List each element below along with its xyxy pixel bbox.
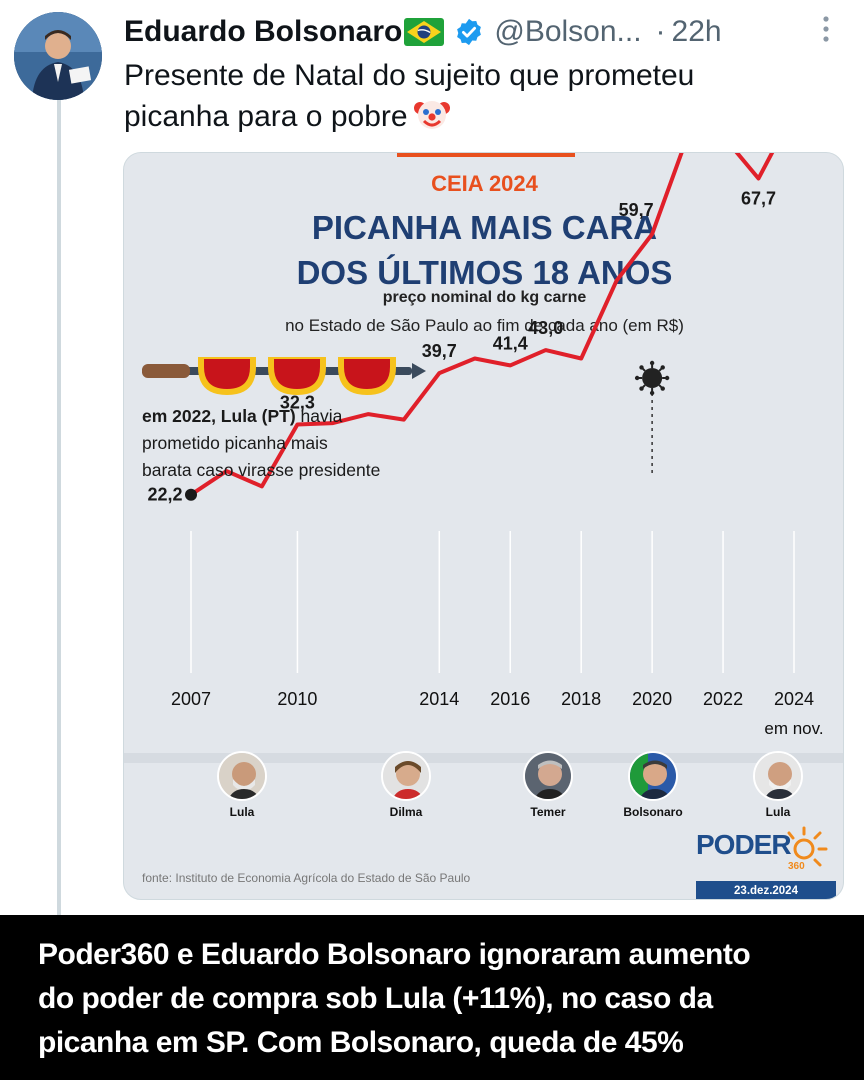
poder360-sun-icon: 360 <box>784 823 832 872</box>
tweet-text-line-2: picanha para o pobre <box>124 100 408 133</box>
headline-line-2: DOS ÚLTIMOS 18 ANOS <box>296 254 673 291</box>
date-tag: 23.dez.2024 <box>696 881 836 899</box>
x-tick-label: 2016 <box>490 689 530 709</box>
president-band <box>124 753 843 763</box>
source-note: fonte: Instituto de Economia Agrícola do… <box>142 871 471 885</box>
president-lula-2: Lula <box>738 751 818 819</box>
president-bolsonaro: Bolsonaro <box>613 751 693 819</box>
handle[interactable]: @Bolson... <box>494 15 642 48</box>
portrait-icon <box>381 751 431 801</box>
separator-dot: · <box>655 15 666 48</box>
data-label: 67,7 <box>741 188 776 208</box>
more-vertical-icon[interactable] <box>816 12 836 46</box>
avatar[interactable] <box>14 12 102 100</box>
headline-line-1: PICANHA MAIS CARA <box>311 209 658 246</box>
price-line-chart: 22,232,339,741,443,059,773,867,777,4 200… <box>142 153 824 738</box>
x-tick-label: 2020 <box>632 689 672 709</box>
caption-banner: Poder360 e Eduardo Bolsonaro ignoraram a… <box>0 915 864 1080</box>
infographic-headline: PICANHA MAIS CARA DOS ÚLTIMOS 18 ANOS <box>124 205 843 295</box>
data-label: 43,0 <box>528 318 563 338</box>
president-name: Temer <box>530 805 566 819</box>
president-dilma: Dilma <box>366 751 446 819</box>
thread-line <box>57 100 61 915</box>
brazil-flag-icon <box>404 18 445 46</box>
data-label: 41,4 <box>493 333 528 353</box>
brand-sub: 360 <box>788 861 805 871</box>
president-temer: Temer <box>508 751 588 819</box>
data-point <box>185 488 197 501</box>
virus-icon <box>634 360 670 473</box>
verified-badge-icon <box>454 17 484 47</box>
data-label: 39,7 <box>422 341 457 361</box>
x-tick-label: 2007 <box>171 689 211 709</box>
note-line-3: barata caso virasse presidente <box>142 460 381 480</box>
portrait-icon <box>217 751 267 801</box>
x-tick-label: 2024 <box>774 689 814 709</box>
president-name: Dilma <box>389 805 423 819</box>
display-name[interactable]: Eduardo Bolsonaro <box>124 15 403 48</box>
president-name: Bolsonaro <box>623 805 683 819</box>
tweet-text: Presente de Natal do sujeito que promete… <box>124 55 824 137</box>
x-tick-label: 2018 <box>561 689 601 709</box>
note-line-2: prometido picanha mais <box>142 433 328 453</box>
caption-line-2: do poder de compra sob Lula (+11%), no c… <box>38 982 713 1015</box>
portrait-icon <box>628 751 678 801</box>
tweet-header: Eduardo Bolsonaro @Bolson... · 22h <box>124 10 844 54</box>
promise-note: em 2022, Lula (PT) havia prometido pican… <box>142 403 462 484</box>
brand-text: PODER <box>696 829 792 860</box>
series-line <box>189 153 775 497</box>
note-bold: em 2022, Lula (PT) <box>142 406 296 426</box>
tweet-text-line-1: Presente de Natal do sujeito que promete… <box>124 59 695 92</box>
x-tick-label: 2014 <box>419 689 459 709</box>
president-name: Lula <box>765 805 791 819</box>
president-lula-1: Lula <box>202 751 282 819</box>
chart-grid <box>190 531 795 673</box>
caption-line-3: picanha em SP. Com Bolsonaro, queda de 4… <box>38 1026 684 1059</box>
data-label: 59,7 <box>619 200 654 220</box>
top-accent-rule <box>397 153 575 157</box>
x-tick-label: 2010 <box>277 689 317 709</box>
poder360-logo: PODER <box>696 829 792 861</box>
x-tick-label: 2022 <box>703 689 743 709</box>
picanha-skewer-icon <box>142 357 426 395</box>
x-axis-suffix: em nov. <box>764 719 823 738</box>
caption-line-1: Poder360 e Eduardo Bolsonaro ignoraram a… <box>38 938 751 971</box>
infographic-kicker: CEIA 2024 <box>431 171 538 196</box>
data-label: 32,3 <box>280 393 315 413</box>
infographic-subtitle-2: no Estado de São Paulo ao fim de cada an… <box>285 316 684 335</box>
portrait-icon <box>523 751 573 801</box>
infographic-subtitle-1: preço nominal do kg carne <box>382 289 587 306</box>
note-rest-1: havia <box>295 406 343 426</box>
clown-face-icon <box>413 96 450 132</box>
timestamp[interactable]: 22h <box>671 15 722 48</box>
tweet[interactable]: Eduardo Bolsonaro @Bolson... · 22h Pre <box>0 0 864 915</box>
media-image-infographic[interactable]: CEIA 2024 PICANHA MAIS CARA DOS ÚLTIMOS … <box>123 152 844 900</box>
president-name: Lula <box>229 805 255 819</box>
data-label: 22,2 <box>147 485 182 505</box>
portrait-icon <box>753 751 803 801</box>
